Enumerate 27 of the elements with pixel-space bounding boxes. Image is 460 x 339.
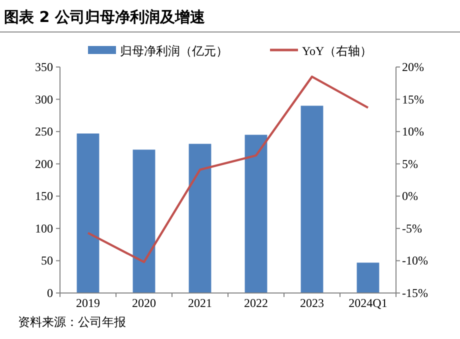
y-tick-label: 200 <box>35 156 53 171</box>
chart-title: 图表 2 公司归母净利润及增速 <box>4 8 206 26</box>
line-series <box>86 76 370 264</box>
y-tick-label: 350 <box>35 60 53 74</box>
x-tick-label: 2019 <box>76 296 100 310</box>
y2-tick-label: 15% <box>402 92 424 106</box>
legend-label: 归母净利润（亿元） <box>120 44 228 58</box>
x-tick-label: 2022 <box>244 296 268 310</box>
y-tick-label: 250 <box>35 124 53 139</box>
x-tick-label: 2024Q1 <box>348 296 388 310</box>
y2-tick-label: 10% <box>402 124 424 139</box>
text: 资料来源：公司年报 <box>18 315 126 329</box>
y2-tick-label: -5% <box>402 221 422 236</box>
y2-tick-label: 20% <box>402 60 424 74</box>
x-tick-label: 2021 <box>188 296 212 310</box>
y-tick-label: 0 <box>47 286 53 300</box>
x-tick-label: 2023 <box>300 296 324 310</box>
x-tick-label: 2020 <box>132 296 156 310</box>
y-tick-label: 50 <box>41 254 53 268</box>
y2-tick-label: -15% <box>402 286 428 300</box>
y2-tick-label: -10% <box>402 254 428 268</box>
y-tick-label: 300 <box>35 92 53 106</box>
y-tick-label: 150 <box>35 189 53 204</box>
y2-tick-label: 5% <box>402 156 418 171</box>
legend-label: YoY（右轴） <box>302 44 372 58</box>
y2-tick-label: 0% <box>402 189 418 204</box>
y-tick-label: 100 <box>35 221 53 236</box>
